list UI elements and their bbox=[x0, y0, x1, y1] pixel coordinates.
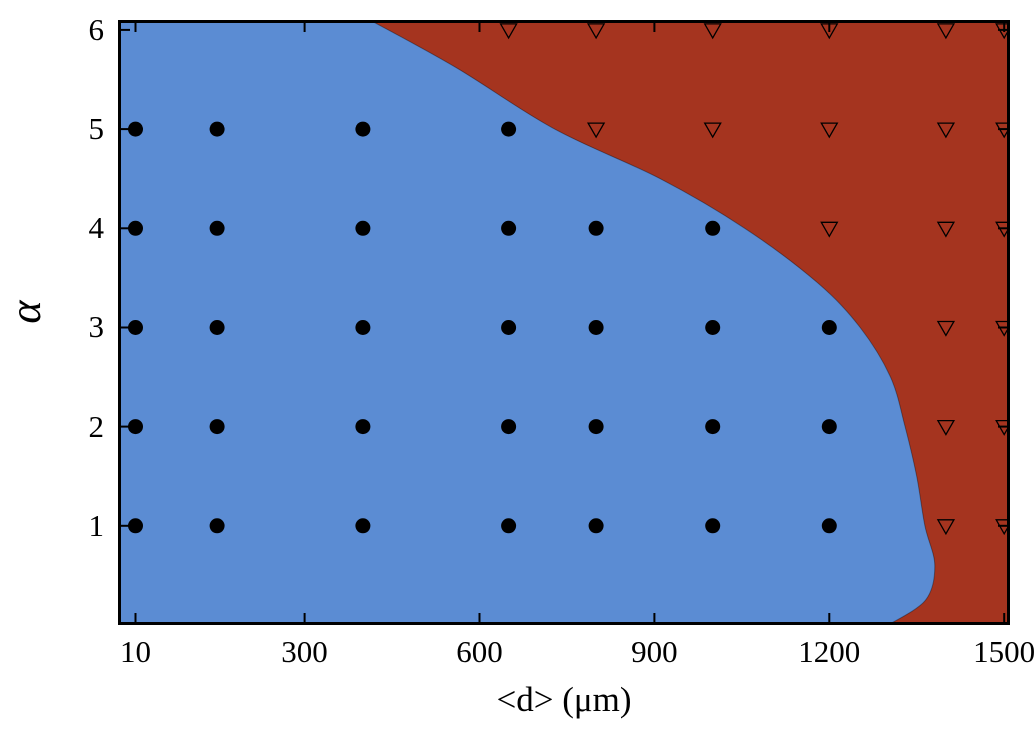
data-point-triangle bbox=[820, 221, 839, 238]
data-point-triangle bbox=[936, 122, 956, 139]
data-point-triangle bbox=[586, 23, 606, 40]
data-point-triangle bbox=[703, 23, 722, 40]
data-point-circle bbox=[128, 320, 143, 335]
data-point-circle bbox=[128, 518, 143, 534]
data-point-circle bbox=[501, 320, 517, 335]
data-point-circle bbox=[705, 220, 721, 236]
data-point-circle bbox=[588, 518, 604, 534]
data-point-triangle bbox=[936, 419, 956, 436]
x-tick-label: 1200 bbox=[798, 634, 861, 669]
x-tick-label: 900 bbox=[631, 634, 678, 669]
data-point-circle bbox=[501, 419, 517, 435]
data-point-circle bbox=[355, 220, 371, 236]
data-point-circle bbox=[588, 220, 604, 236]
data-point-circle bbox=[588, 419, 604, 435]
data-point-circle bbox=[209, 320, 225, 335]
data-point-circle bbox=[355, 121, 371, 137]
data-point-circle bbox=[355, 320, 371, 335]
data-point-triangle bbox=[936, 23, 956, 40]
data-point-circle bbox=[501, 518, 517, 534]
data-point-circle bbox=[501, 220, 517, 236]
data-point-triangle bbox=[703, 122, 722, 139]
data-point-circle bbox=[821, 419, 837, 435]
x-axis-label: <d> (μm) bbox=[496, 680, 632, 719]
data-point-circle bbox=[705, 518, 721, 534]
data-point-triangle bbox=[499, 23, 518, 40]
x-tick-label: 10 bbox=[119, 634, 151, 669]
data-point-circle bbox=[821, 320, 837, 335]
data-point-triangle bbox=[936, 221, 956, 238]
data-point-circle bbox=[209, 220, 225, 236]
y-tick-label: 6 bbox=[88, 11, 105, 47]
data-point-circle bbox=[209, 121, 225, 137]
plot-canvas bbox=[118, 20, 1010, 625]
y-tick-label: 3 bbox=[88, 309, 105, 345]
plot-border bbox=[118, 20, 1010, 625]
data-point-circle bbox=[209, 419, 225, 435]
data-point-triangle bbox=[586, 122, 606, 139]
y-tick-label: 2 bbox=[88, 408, 105, 444]
data-point-circle bbox=[705, 320, 721, 335]
data-point-circle bbox=[705, 419, 721, 435]
data-point-circle bbox=[588, 320, 604, 335]
data-point-triangle bbox=[936, 320, 956, 337]
data-point-circle bbox=[128, 220, 143, 236]
data-point-circle bbox=[355, 419, 371, 435]
data-point-circle bbox=[501, 121, 517, 137]
flowing-region bbox=[118, 20, 935, 625]
x-tick-label: 600 bbox=[456, 634, 503, 669]
y-tick-label: 1 bbox=[88, 507, 105, 543]
data-point-triangle bbox=[820, 23, 839, 40]
data-point-circle bbox=[128, 121, 143, 137]
data-point-circle bbox=[821, 518, 837, 534]
phase-boundary-curve bbox=[369, 20, 936, 625]
x-tick-label: 1500 bbox=[973, 634, 1034, 669]
y-tick-label: 5 bbox=[88, 111, 105, 147]
plot-area bbox=[118, 20, 1010, 625]
data-point-triangle bbox=[936, 519, 956, 536]
data-point-triangle bbox=[820, 122, 839, 139]
y-tick-label: 4 bbox=[88, 210, 105, 246]
data-point-circle bbox=[209, 518, 225, 534]
x-tick-label: 300 bbox=[281, 634, 328, 669]
data-point-circle bbox=[128, 419, 143, 435]
data-point-circle bbox=[355, 518, 371, 534]
